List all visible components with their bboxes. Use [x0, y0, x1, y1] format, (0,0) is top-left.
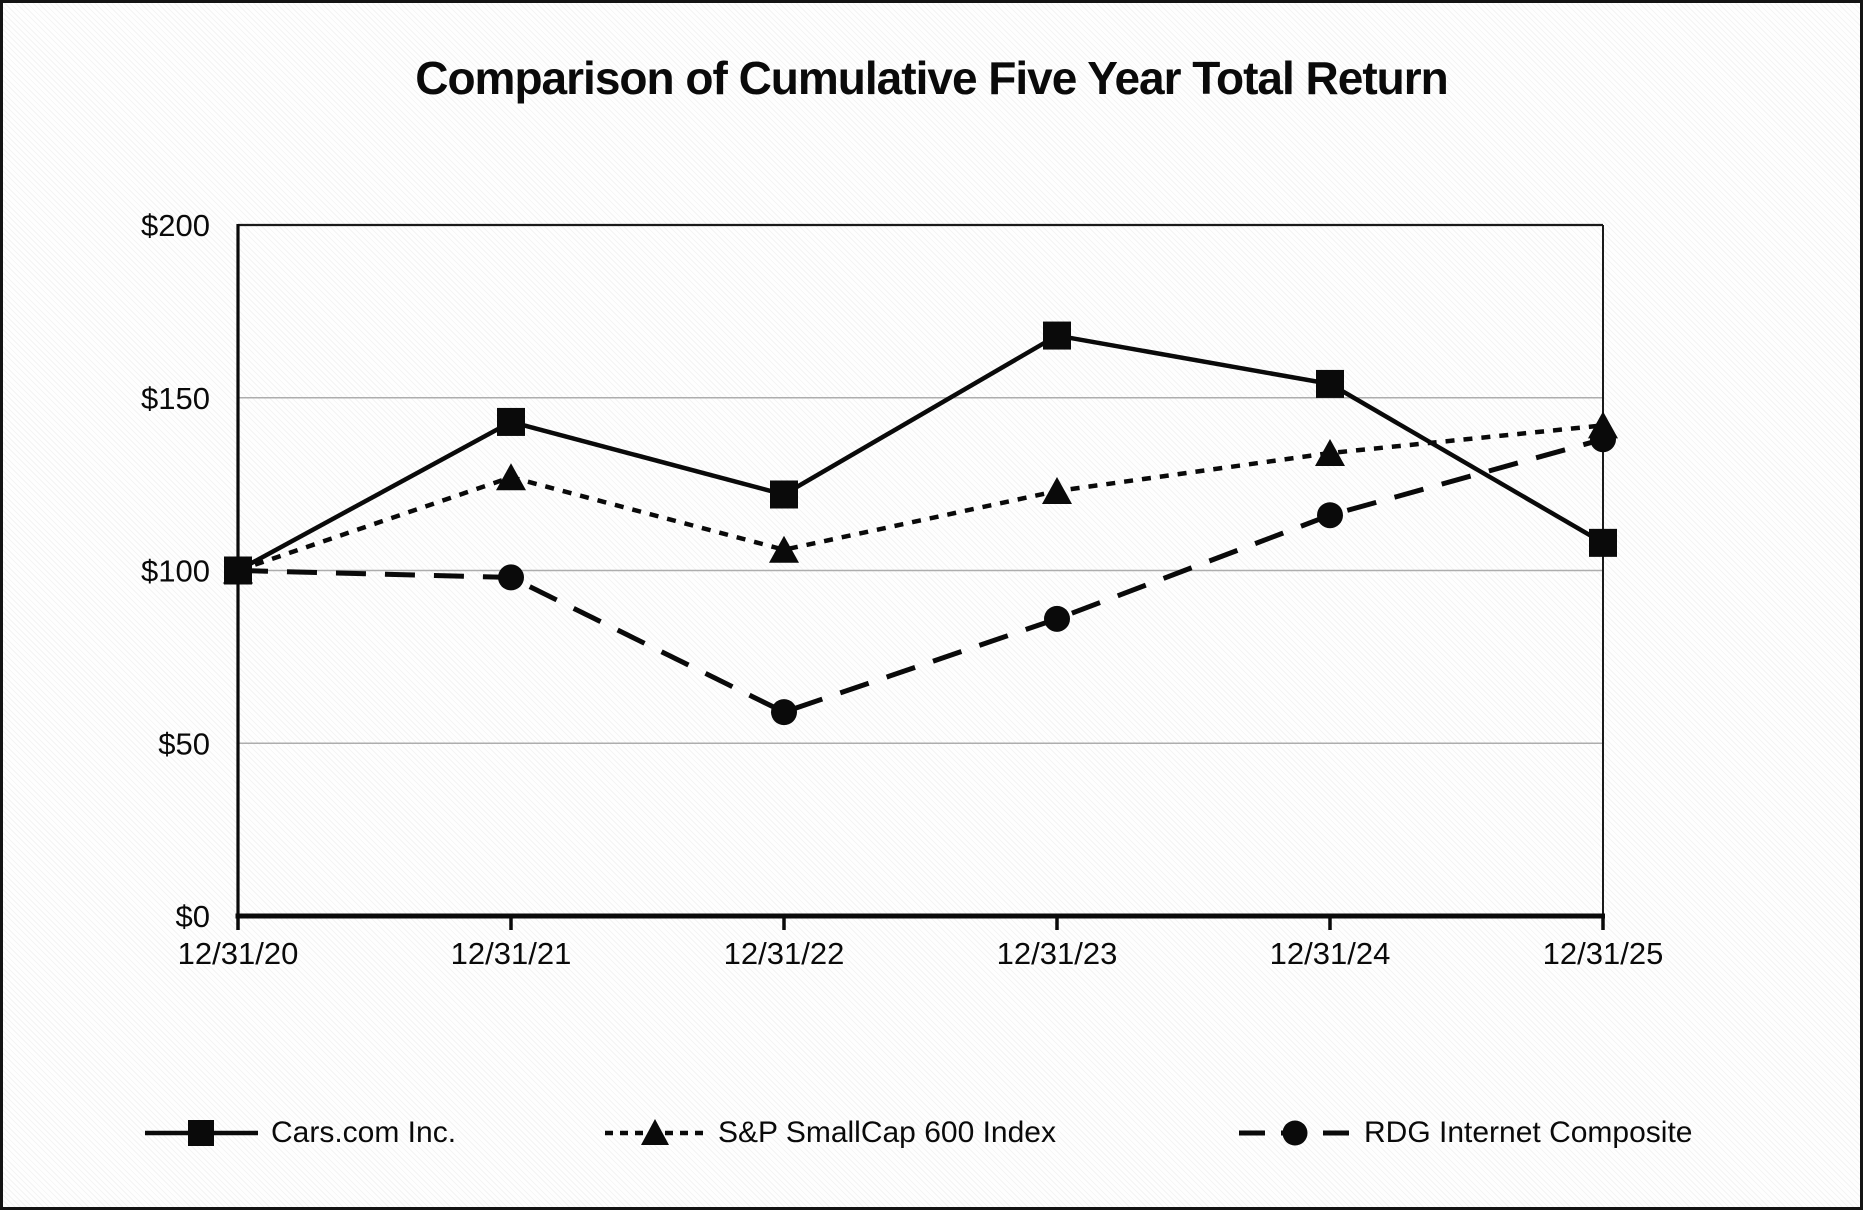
chart-title: Comparison of Cumulative Five Year Total… [415, 52, 1449, 104]
data-point-triangle [769, 535, 799, 563]
data-point-square [1316, 369, 1344, 398]
series-line-dashed [237, 436, 1604, 715]
series-line-solid [236, 333, 1605, 573]
legend-item-rdg-internet: RDG Internet Composite [1239, 1107, 1692, 1159]
data-point-square [1043, 321, 1071, 350]
data-point-square [1589, 528, 1617, 557]
x-axis-label: 12/31/24 [1270, 936, 1391, 971]
x-axis-label: 12/31/21 [451, 936, 572, 971]
solid-line-square-marker-icon [145, 1120, 258, 1146]
data-point-circle [1317, 502, 1343, 529]
data-point-circle [1044, 605, 1070, 632]
legend-item-sp-smallcap: S&P SmallCap 600 Index [605, 1107, 1056, 1159]
data-point-square [497, 407, 525, 436]
data-point-triangle [1042, 477, 1072, 505]
x-axis-label: 12/31/23 [997, 936, 1118, 971]
x-axis-label: 12/31/22 [724, 936, 845, 971]
line-chart-plot-area: 12/31/20 12/31/21 12/31/22 12/31/23 12/31/24… [141, 208, 1664, 971]
data-point-square [224, 556, 252, 585]
x-axis-label: 12/31/25 [1543, 936, 1664, 971]
dashed-line-circle-marker-icon [1239, 1120, 1351, 1146]
data-point-triangle [1315, 439, 1345, 467]
legend-item-cars-com: Cars.com Inc. [145, 1107, 456, 1159]
x-axis-label: 12/31/20 [178, 936, 299, 971]
data-point-square [770, 480, 798, 509]
legend-label: Cars.com Inc. [271, 1116, 457, 1149]
data-point-circle [498, 564, 524, 591]
y-axis-label: $100 [141, 554, 210, 589]
legend-label: S&P SmallCap 600 Index [718, 1116, 1056, 1149]
data-point-triangle [1588, 411, 1618, 439]
data-point-circle [771, 699, 797, 726]
chart-legend: Cars.com Inc. S&P SmallCap 600 Index RDG… [3, 1107, 1860, 1159]
y-axis-label: $200 [141, 208, 210, 243]
data-point-triangle [496, 463, 526, 491]
dotted-line-triangle-marker-icon [605, 1119, 705, 1145]
y-axis-label: $50 [158, 726, 210, 761]
legend-label: RDG Internet Composite [1364, 1116, 1693, 1149]
y-axis-label: $0 [176, 899, 210, 934]
y-axis-label: $150 [141, 381, 210, 416]
series-line-dotted [237, 423, 1604, 573]
